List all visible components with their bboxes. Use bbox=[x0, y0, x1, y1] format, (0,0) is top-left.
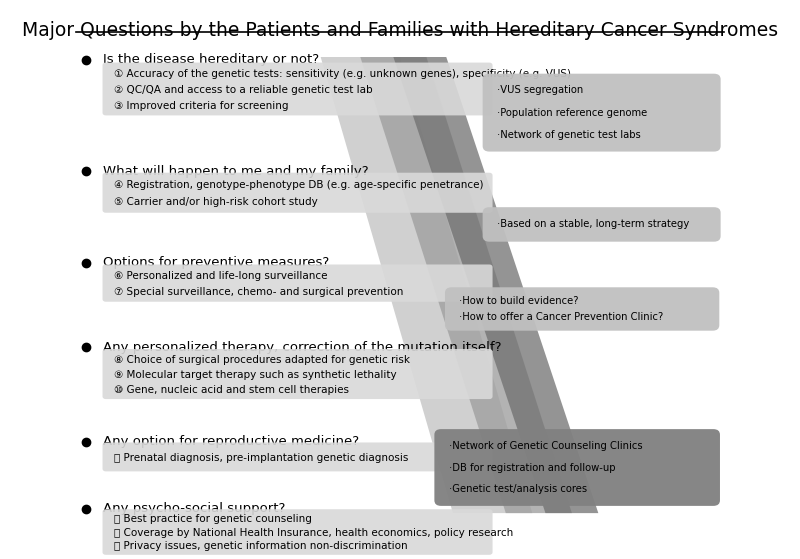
Text: Any personalized therapy, correction of the mutation itself?: Any personalized therapy, correction of … bbox=[102, 341, 501, 354]
FancyBboxPatch shape bbox=[482, 207, 721, 241]
FancyBboxPatch shape bbox=[445, 287, 719, 331]
Text: Any psycho-social support?: Any psycho-social support? bbox=[102, 502, 285, 515]
Polygon shape bbox=[394, 57, 598, 513]
Text: ·Genetic test/analysis cores: ·Genetic test/analysis cores bbox=[449, 485, 587, 494]
Text: ⑨ Molecular target therapy such as synthetic lethality: ⑨ Molecular target therapy such as synth… bbox=[114, 370, 396, 380]
Text: ·Population reference genome: ·Population reference genome bbox=[497, 108, 647, 117]
FancyBboxPatch shape bbox=[102, 443, 493, 471]
Text: ⑪ Prenatal diagnosis, pre-implantation genetic diagnosis: ⑪ Prenatal diagnosis, pre-implantation g… bbox=[114, 453, 408, 463]
Text: Major Questions by the Patients and Families with Hereditary Cancer Syndromes: Major Questions by the Patients and Fami… bbox=[22, 21, 778, 40]
FancyBboxPatch shape bbox=[482, 74, 721, 151]
Text: ① Accuracy of the genetic tests: sensitivity (e.g. unknown genes), specificity (: ① Accuracy of the genetic tests: sensiti… bbox=[114, 69, 570, 79]
Text: Any option for reproductive medicine?: Any option for reproductive medicine? bbox=[102, 435, 358, 448]
Text: ·How to build evidence?: ·How to build evidence? bbox=[459, 296, 579, 306]
Text: Options for preventive measures?: Options for preventive measures? bbox=[102, 257, 329, 269]
Text: ④ Registration, genotype-phenotype DB (e.g. age-specific penetrance): ④ Registration, genotype-phenotype DB (e… bbox=[114, 180, 483, 190]
Text: ⑥ Personalized and life-long surveillance: ⑥ Personalized and life-long surveillanc… bbox=[114, 271, 327, 281]
Text: ⑬ Coverage by National Health Insurance, health economics, policy research: ⑬ Coverage by National Health Insurance,… bbox=[114, 528, 513, 538]
Text: ⑩ Gene, nucleic acid and stem cell therapies: ⑩ Gene, nucleic acid and stem cell thera… bbox=[114, 385, 349, 395]
Text: ⑤ Carrier and/or high-risk cohort study: ⑤ Carrier and/or high-risk cohort study bbox=[114, 197, 318, 207]
FancyBboxPatch shape bbox=[102, 173, 493, 213]
Text: ·How to offer a Cancer Prevention Clinic?: ·How to offer a Cancer Prevention Clinic… bbox=[459, 312, 664, 322]
Polygon shape bbox=[360, 57, 572, 513]
FancyBboxPatch shape bbox=[102, 509, 493, 555]
Text: ·DB for registration and follow-up: ·DB for registration and follow-up bbox=[449, 462, 615, 472]
Text: ⑧ Choice of surgical procedures adapted for genetic risk: ⑧ Choice of surgical procedures adapted … bbox=[114, 355, 410, 365]
Text: Is the disease hereditary or not?: Is the disease hereditary or not? bbox=[102, 53, 318, 67]
Text: ⑦ Special surveillance, chemo- and surgical prevention: ⑦ Special surveillance, chemo- and surgi… bbox=[114, 287, 403, 297]
FancyBboxPatch shape bbox=[102, 264, 493, 302]
FancyBboxPatch shape bbox=[434, 429, 720, 506]
Polygon shape bbox=[321, 57, 532, 513]
Text: What will happen to me and my family?: What will happen to me and my family? bbox=[102, 164, 368, 178]
Text: ⑭ Privacy issues, genetic information non-discrimination: ⑭ Privacy issues, genetic information no… bbox=[114, 541, 407, 551]
FancyBboxPatch shape bbox=[102, 349, 493, 399]
FancyBboxPatch shape bbox=[102, 63, 493, 115]
Text: ② QC/QA and access to a reliable genetic test lab: ② QC/QA and access to a reliable genetic… bbox=[114, 85, 372, 95]
Text: ⑫ Best practice for genetic counseling: ⑫ Best practice for genetic counseling bbox=[114, 514, 312, 524]
Text: ③ Improved criteria for screening: ③ Improved criteria for screening bbox=[114, 101, 288, 111]
Text: ·VUS segregation: ·VUS segregation bbox=[497, 86, 583, 96]
Text: ·Based on a stable, long-term strategy: ·Based on a stable, long-term strategy bbox=[497, 220, 690, 229]
Text: ·Network of genetic test labs: ·Network of genetic test labs bbox=[497, 130, 641, 140]
Text: ·Network of Genetic Counseling Clinics: ·Network of Genetic Counseling Clinics bbox=[449, 440, 642, 451]
